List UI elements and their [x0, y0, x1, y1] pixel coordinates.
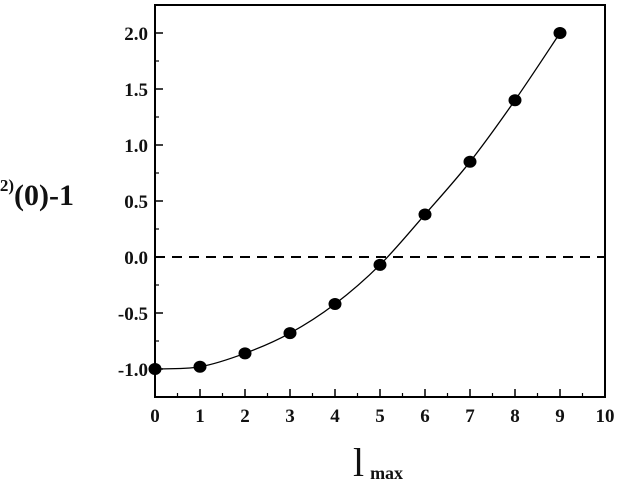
y-tick-label: 2.0	[124, 24, 148, 45]
data-point	[328, 298, 342, 311]
fit-curve	[154, 32, 561, 370]
y-axis-ticks: -1.0 -0.5 0.0 0.5 1.0 1.5 2.0	[118, 4, 163, 398]
y-tick-label: -0.5	[118, 304, 148, 325]
data-point	[373, 258, 387, 271]
x-axis-title-main: l	[353, 440, 364, 485]
y-axis-title-sup: (2)	[0, 176, 14, 195]
data-point	[193, 360, 207, 373]
data-points	[148, 27, 567, 375]
x-tick-label: 6	[420, 406, 430, 427]
x-tick-label: 7	[465, 406, 475, 427]
plot-frame	[154, 4, 606, 398]
x-tick-label: 5	[375, 406, 385, 427]
y-tick-label: 0.0	[124, 248, 148, 269]
x-axis-ticks: 0 1 2 3 4 5 6 7 8 9 10	[150, 389, 615, 427]
data-point	[148, 363, 162, 375]
x-tick-label: 0	[150, 406, 160, 427]
x-tick-label: 1	[195, 406, 205, 427]
y-tick-label: 1.0	[124, 136, 148, 157]
curve-path	[154, 32, 561, 370]
data-point	[418, 208, 432, 221]
plot-border	[154, 4, 606, 398]
data-point	[463, 155, 477, 168]
y-axis-title: g(2)(0)-1	[0, 176, 74, 212]
x-axis-title: l max	[353, 440, 403, 485]
x-tick-label: 9	[555, 406, 565, 427]
x-tick-label: 8	[510, 406, 520, 427]
x-tick-label: 2	[240, 406, 250, 427]
y-axis-title-rest: (0)-1	[14, 179, 74, 212]
data-point	[508, 94, 522, 107]
data-point	[238, 347, 252, 360]
x-axis-title-sub: max	[370, 463, 403, 483]
y-tick-label: 1.5	[124, 80, 148, 101]
y-tick-label: -1.0	[118, 360, 148, 381]
x-tick-label: 10	[596, 406, 615, 427]
x-tick-label: 4	[330, 406, 340, 427]
data-point	[553, 27, 567, 39]
y-tick-label: 0.5	[124, 192, 148, 213]
data-point	[283, 327, 297, 340]
x-tick-label: 3	[285, 406, 295, 427]
